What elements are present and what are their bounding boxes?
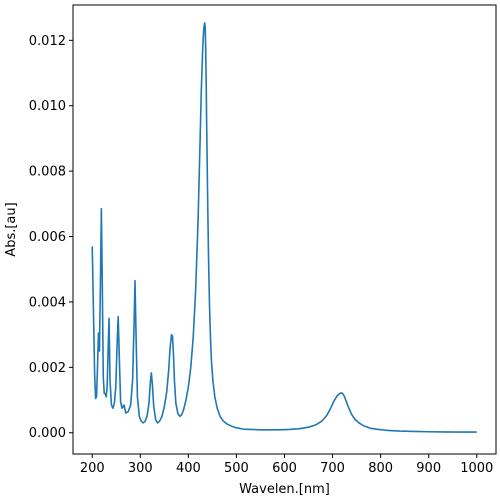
- x-axis-label: Wavelen.[nm]: [239, 482, 330, 497]
- y-tick-label: 0.006: [29, 230, 66, 245]
- x-tick-label: 900: [416, 461, 441, 476]
- plot-frame: [72, 4, 497, 455]
- y-tick-label: 0.010: [29, 99, 66, 114]
- x-tick-label: 700: [320, 461, 345, 476]
- absorbance-line: [91, 22, 477, 433]
- x-tick-label: 400: [176, 461, 201, 476]
- x-tick-label: 500: [224, 461, 249, 476]
- y-axis: 0.000 0.002 0.004 0.006 0.008 0.010 0.012: [29, 34, 73, 441]
- x-tick-label: 300: [128, 461, 153, 476]
- x-axis: 200 300 400 500 600 700 800 900 1000: [80, 454, 493, 476]
- y-axis-label: Abs.[au]: [4, 202, 19, 256]
- y-tick-label: 0.004: [29, 295, 66, 310]
- y-tick-label: 0.008: [29, 165, 66, 180]
- plot-area: [91, 22, 477, 433]
- x-tick-label: 800: [368, 461, 393, 476]
- x-tick-label: 600: [272, 461, 297, 476]
- y-tick-label: 0.002: [29, 361, 66, 376]
- x-tick-label: 1000: [460, 461, 493, 476]
- y-tick-label: 0.000: [29, 426, 66, 441]
- y-tick-label: 0.012: [29, 34, 66, 49]
- x-tick-label: 200: [80, 461, 105, 476]
